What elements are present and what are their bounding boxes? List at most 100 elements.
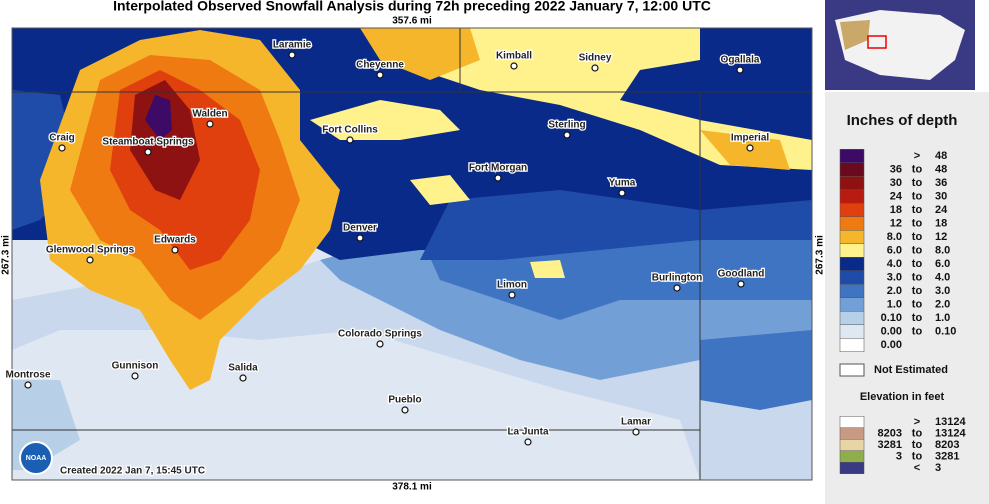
- inset-box: [867, 35, 887, 49]
- city-marker: [288, 51, 296, 59]
- legend-sep: to: [912, 450, 923, 462]
- city-label: Ogallala: [721, 55, 760, 66]
- legend-swatch: [839, 338, 865, 352]
- legend-sep: to: [912, 312, 923, 324]
- logo-text: NOAA: [26, 455, 47, 462]
- snow-zone: [310, 100, 460, 140]
- legend-swatch: [839, 203, 865, 217]
- snow-zone: [130, 80, 200, 200]
- city-marker: [144, 148, 152, 156]
- legend-low: 3: [896, 450, 902, 462]
- legend-high: 3: [935, 462, 941, 474]
- city-marker: [510, 62, 518, 70]
- borders: [12, 28, 812, 480]
- map: Laramie Cheyenne Kimball Sidney Ogallala Wald…: [4, 27, 813, 481]
- legend-low: 12: [890, 217, 902, 229]
- legend: Inches of depth Not Estimated Elevation …: [825, 92, 989, 504]
- city-marker: [131, 372, 139, 380]
- legend-swatch: [839, 189, 865, 204]
- legend-low: 30: [890, 177, 902, 189]
- snow-zone: [530, 260, 565, 278]
- top-distance: 357.6 mi: [392, 16, 432, 27]
- city-marker: [508, 291, 516, 299]
- legend-sep: to: [912, 177, 923, 189]
- city-label: Fort Morgan: [469, 163, 527, 174]
- legend-low: 0.10: [881, 312, 902, 324]
- legend-low: 0.00: [881, 325, 902, 337]
- snow-zone: [145, 95, 172, 140]
- legend-swatch: [839, 176, 865, 190]
- city-marker: [673, 284, 681, 292]
- city-marker: [239, 374, 247, 382]
- legend-swatch: [839, 216, 865, 231]
- city-marker: [494, 174, 502, 182]
- legend-high: 36: [935, 177, 947, 189]
- legend-sep: to: [912, 325, 923, 337]
- legend-sep: to: [912, 163, 923, 175]
- city-label: Goodland: [718, 269, 765, 280]
- legend-high: 6.0: [935, 258, 950, 270]
- city-marker: [376, 71, 384, 79]
- credit: Created 2022 Jan 7, 15:45 UTC: [60, 466, 205, 477]
- logo: [19, 441, 53, 475]
- city-label: Laramie: [273, 40, 312, 51]
- legend-sep: >: [914, 416, 920, 428]
- legend-swatch: [839, 450, 865, 463]
- city-label: Craig: [49, 133, 75, 144]
- city-label: Burlington: [652, 273, 703, 284]
- legend-swatch: [839, 439, 865, 451]
- legend-swatch: [839, 297, 865, 312]
- legend-sep: to: [912, 271, 923, 283]
- city-label: Imperial: [731, 133, 770, 144]
- city-label: Yuma: [609, 178, 636, 189]
- legend-high: 30: [935, 190, 947, 202]
- city-label: Glenwood Springs: [46, 245, 135, 256]
- legend-swatch: [839, 363, 865, 377]
- legend-swatch: [839, 284, 865, 298]
- city-marker: [401, 406, 409, 414]
- city-label: Sterling: [548, 120, 585, 131]
- legend-sep: to: [912, 427, 923, 439]
- snow-zone: [700, 130, 790, 170]
- legend-swatch: [839, 324, 865, 339]
- inset-land: [840, 20, 870, 50]
- city-label: Edwards: [154, 235, 196, 246]
- city-label: Walden: [192, 109, 227, 120]
- legend-swatch: [839, 149, 865, 163]
- city-marker: [736, 66, 744, 74]
- city-marker: [563, 131, 571, 139]
- title: Interpolated Observed Snowfall Analysis …: [113, 0, 711, 14]
- legend-low: 18: [890, 204, 902, 216]
- city-marker: [524, 438, 532, 446]
- city-label: Cheyenne: [356, 60, 404, 71]
- city-marker: [356, 234, 364, 242]
- legend-swatch: [839, 462, 865, 474]
- legend-high: 12: [935, 231, 947, 243]
- legend-sep: to: [912, 190, 923, 202]
- legend-swatch: [839, 243, 865, 258]
- legend-high: 3.0: [935, 285, 950, 297]
- legend-low: 6.0: [887, 244, 902, 256]
- legend-sep: to: [912, 285, 923, 297]
- city-label: La Junta: [507, 427, 549, 438]
- legend-swatch: [839, 162, 865, 177]
- legend-high: 8203: [935, 439, 959, 451]
- snow-zone: [420, 190, 812, 260]
- legend-low: 1.0: [887, 298, 902, 310]
- not-estimated: Not Estimated: [874, 364, 948, 376]
- legend-high: 13124: [935, 416, 966, 428]
- map-frame: [11, 27, 813, 481]
- legend-title: Inches of depth: [847, 112, 958, 129]
- legend-high: 24: [935, 204, 948, 216]
- legend-high: 2.0: [935, 298, 950, 310]
- snow-zone: [360, 28, 480, 80]
- legend-sep: <: [914, 462, 920, 474]
- left-distance: 267.3 mi: [1, 235, 12, 275]
- city-label: Kimball: [496, 51, 532, 62]
- legend-low: 3.0: [887, 271, 902, 283]
- snow-zone: [700, 330, 812, 410]
- city-label: Lamar: [621, 417, 651, 428]
- legend-sep: >: [914, 150, 920, 162]
- city-label: Denver: [343, 223, 377, 234]
